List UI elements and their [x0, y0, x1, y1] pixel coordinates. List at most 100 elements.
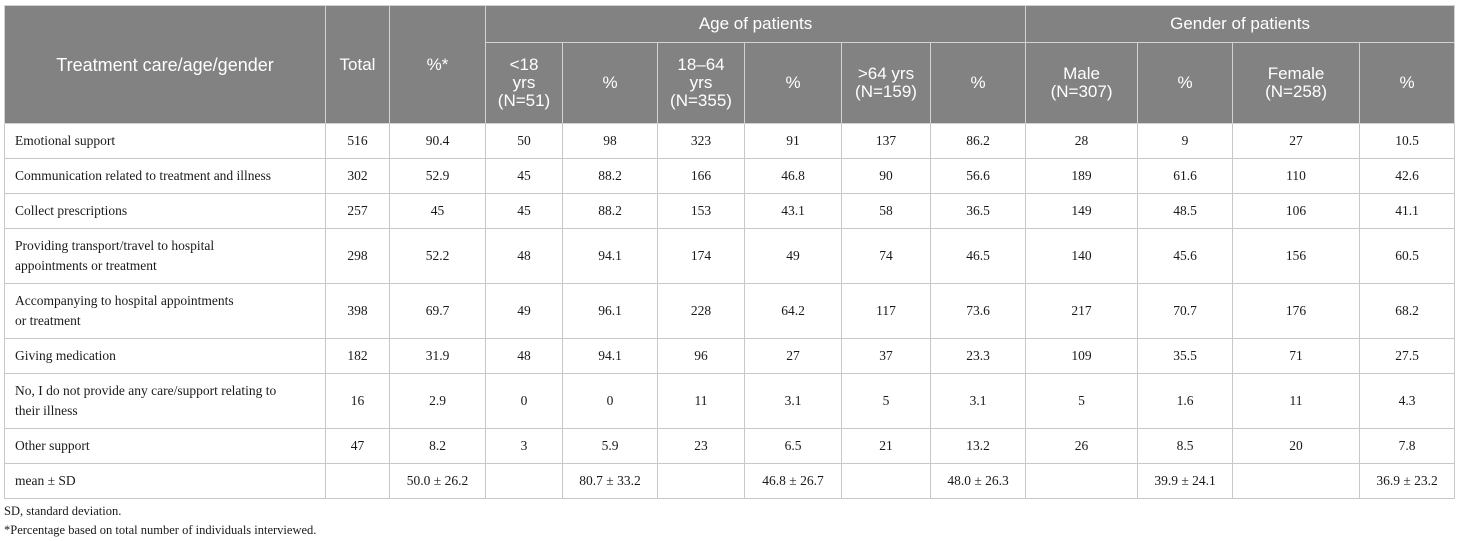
table-cell: 174 [657, 228, 745, 284]
table-cell: 46.5 [929, 228, 1027, 284]
total-percent-header: %* [389, 5, 486, 124]
age-18-64-label-1: 18–64 [677, 55, 725, 74]
table-cell: 10.5 [1359, 123, 1456, 159]
table-cell: 43.1 [744, 193, 842, 229]
table-cell: 90.4 [389, 123, 486, 159]
table-cell: 96.1 [562, 283, 658, 339]
age-18-64-label-2: yrs [689, 73, 713, 92]
table-cell: 45 [485, 193, 563, 229]
table-cell: 140 [1025, 228, 1139, 284]
row-label-line: Providing transport/travel to hospital [15, 238, 215, 253]
table-cell: 2.9 [389, 373, 486, 429]
table-cell: 323 [657, 123, 745, 159]
age-under-18-label-1: <18 [509, 55, 539, 74]
table-cell: 42.6 [1359, 158, 1456, 194]
table-cell: 27.5 [1359, 338, 1456, 374]
table-cell: 91 [744, 123, 842, 159]
row-label-line: appointments or treatment [15, 258, 157, 273]
row-label-line: Other support [15, 438, 90, 453]
table-cell: 23.3 [929, 338, 1027, 374]
table-cell: 16 [325, 373, 390, 429]
row-label-line: or treatment [15, 313, 81, 328]
table-cell: 3.1 [929, 373, 1027, 429]
table-row: Providing transport/travel to hospital ap… [4, 228, 1456, 284]
table-cell [1232, 463, 1361, 499]
row-label-header: Treatment care/age/gender [4, 5, 326, 124]
table-cell: 8.5 [1137, 428, 1234, 464]
table-cell: 96 [657, 338, 745, 374]
gender-group-header: Gender of patients [1025, 5, 1456, 43]
table-row: Other support 47 8.2 3 5.9 23 6.5 21 13.2 26 8.5 20… [4, 428, 1456, 464]
female-header: Female (N=258) [1232, 42, 1361, 124]
table-cell: 298 [325, 228, 390, 284]
row-label-line: mean ± SD [15, 473, 76, 488]
row-label: Giving medication [4, 338, 326, 374]
male-label-2: (N=307) [1050, 82, 1113, 101]
male-header: Male (N=307) [1025, 42, 1139, 124]
percentage-note: *Percentage based on total number of ind… [4, 523, 317, 537]
table-cell: 117 [841, 283, 931, 339]
table-cell: 73.6 [929, 283, 1027, 339]
total-header: Total [325, 5, 390, 124]
table-cell: 217 [1025, 283, 1139, 339]
table-cell: 47 [325, 428, 390, 464]
table-row: Accompanying to hospital appointments or … [4, 283, 1456, 339]
table-cell [841, 463, 931, 499]
row-label-line: their illness [15, 403, 78, 418]
table-cell: 94.1 [562, 228, 658, 284]
table-cell: 60.5 [1359, 228, 1456, 284]
table-row: mean ± SD 50.0 ± 26.2 80.7 ± 33.2 46.8 ± 26… [4, 463, 1456, 499]
age-18-64-label-3: (N=355) [670, 91, 732, 110]
table-cell: 74 [841, 228, 931, 284]
table-cell: 31.9 [389, 338, 486, 374]
table-row: Communication related to treatment and i… [4, 158, 1456, 194]
age-under-18-label-3: (N=51) [497, 91, 551, 110]
table-cell: 70.7 [1137, 283, 1234, 339]
table-cell: 516 [325, 123, 390, 159]
table-cell: 46.8 ± 26.7 [744, 463, 842, 499]
table-cell: 3.1 [744, 373, 842, 429]
row-label-line: Collect prescriptions [15, 203, 128, 218]
table-cell: 94.1 [562, 338, 658, 374]
table-cell: 11 [657, 373, 745, 429]
row-label: Communication related to treatment and i… [4, 158, 326, 194]
table-cell: 20 [1232, 428, 1361, 464]
row-label: Other support [4, 428, 326, 464]
table-cell: 36.5 [929, 193, 1027, 229]
table-cell: 398 [325, 283, 390, 339]
table-cell: 90 [841, 158, 931, 194]
row-label: Accompanying to hospital appointments or … [4, 283, 326, 339]
male-label-1: Male [1063, 64, 1100, 83]
table-cell: 39.9 ± 24.1 [1137, 463, 1234, 499]
table-cell: 5 [841, 373, 931, 429]
table-cell: 8.2 [389, 428, 486, 464]
table-cell: 80.7 ± 33.2 [562, 463, 658, 499]
table-cell: 49 [485, 283, 563, 339]
table-cell: 23 [657, 428, 745, 464]
table-cell [485, 463, 563, 499]
table-cell: 257 [325, 193, 390, 229]
age-over-64-label-1: >64 yrs [857, 64, 915, 83]
table-cell: 228 [657, 283, 745, 339]
table-cell: 46.8 [744, 158, 842, 194]
table-cell: 109 [1025, 338, 1139, 374]
table-cell: 88.2 [562, 193, 658, 229]
table-cell: 45.6 [1137, 228, 1234, 284]
table-cell: 50 [485, 123, 563, 159]
male-percent-header: % [1137, 42, 1234, 124]
table-cell: 11 [1232, 373, 1361, 429]
table-cell: 86.2 [929, 123, 1027, 159]
table-cell: 68.2 [1359, 283, 1456, 339]
table-cell: 48 [485, 338, 563, 374]
table-header: Treatment care/age/gender Total %* Age o… [4, 5, 1456, 124]
table-row: Collect prescriptions 257 45 45 88.2 153 43.1 5… [4, 193, 1456, 229]
row-label-line: Emotional support [15, 133, 116, 148]
row-label-line: Communication related to treatment and i… [15, 168, 272, 183]
table-cell: 4.3 [1359, 373, 1456, 429]
age-under-18-percent-header: % [562, 42, 658, 124]
table-body: Emotional support 516 90.4 50 98 323 91 137 86.2… [4, 123, 1456, 499]
table-cell: 0 [562, 373, 658, 429]
table-row: Giving medication 182 31.9 48 94.1 96 27 37 23.3… [4, 338, 1456, 374]
table-cell [325, 463, 390, 499]
row-label-line: No, I do not provide any care/support re… [15, 383, 277, 398]
